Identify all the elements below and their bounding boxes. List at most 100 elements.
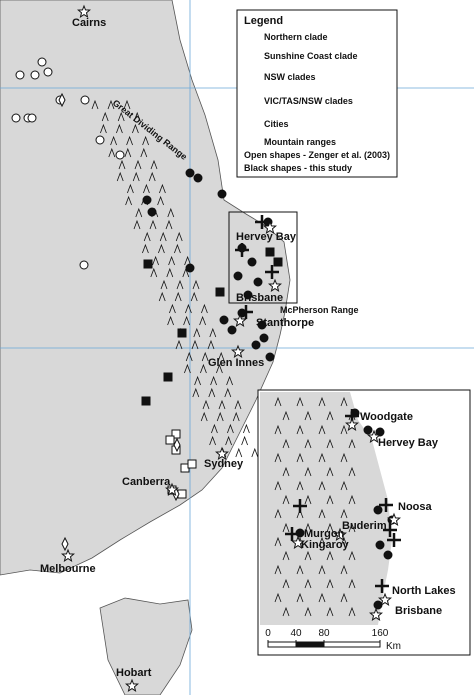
marker [158,291,166,302]
marker [141,396,151,406]
marker [165,219,173,230]
marker [304,606,312,617]
marker [165,435,175,445]
marker [168,255,175,266]
place-label: Stanthorpe [256,317,314,329]
marker [125,195,132,206]
place-label: Canberra [122,476,171,488]
marker [340,536,348,547]
marker [274,508,282,519]
marker [274,592,282,603]
marker [373,600,383,610]
marker [282,550,290,561]
marker [142,243,149,254]
marker [304,410,312,421]
marker [142,195,152,205]
marker [375,540,385,550]
marker [326,466,334,477]
marker [135,207,143,218]
marker [379,498,393,512]
marker [185,263,195,273]
marker [200,363,207,374]
marker [143,259,153,269]
place-label: Glen Innes [208,357,264,369]
marker [387,533,401,547]
marker [193,327,201,338]
marker [174,243,181,254]
marker [348,550,356,561]
marker [125,678,139,693]
marker [247,257,257,267]
marker [304,550,312,561]
marker [108,147,116,158]
marker [177,328,187,338]
marker [208,387,216,398]
inset-place: Woodgate [360,411,413,423]
marker [318,564,326,575]
marker [191,339,199,350]
marker [378,592,392,607]
marker [340,564,348,575]
marker [199,315,206,326]
marker [185,351,193,362]
inset-place: Murgon [304,528,345,540]
marker [148,171,156,182]
marker [127,183,134,194]
marker [296,396,304,407]
marker [184,255,191,266]
marker [217,351,225,362]
legend-note: Black shapes - this study [244,163,352,173]
inset-place: Buderim [342,520,387,532]
marker [274,424,282,435]
marker [159,183,166,194]
marker [15,70,25,80]
marker [333,527,347,542]
marker [318,536,326,547]
inset-extent [228,211,298,304]
marker [61,548,75,563]
marker [219,315,229,325]
marker [375,579,389,593]
marker [251,447,259,458]
marker [318,480,326,491]
marker [265,247,275,257]
scale-label: 160 [372,628,389,639]
marker [340,452,348,463]
marker [296,592,304,603]
legend-entry: VIC/TAS/NSW clades [264,96,353,106]
marker [274,396,282,407]
marker [348,606,356,617]
marker [326,438,334,449]
marker [274,536,282,547]
tasmania [99,597,193,696]
marker [253,277,263,287]
marker [282,438,290,449]
marker [274,564,282,575]
place-label: Hervey Bay [236,231,297,243]
marker [326,578,334,589]
marker [318,424,326,435]
marker [340,424,348,435]
marker [326,550,334,561]
marker [193,173,203,183]
marker [184,363,191,374]
marker [77,4,91,19]
marker [348,494,356,505]
marker [211,423,218,434]
marker [235,447,243,458]
marker [215,287,225,297]
marker [340,508,348,519]
marker [273,257,283,267]
marker [243,290,253,300]
marker [282,578,290,589]
marker [348,438,356,449]
marker [165,482,179,497]
marker [257,320,267,330]
inset-place: Hervey Bay [378,437,439,449]
marker [304,494,312,505]
marker [209,327,217,338]
marker [265,352,275,362]
marker [215,446,229,461]
marker [345,417,359,432]
marker [227,325,237,335]
